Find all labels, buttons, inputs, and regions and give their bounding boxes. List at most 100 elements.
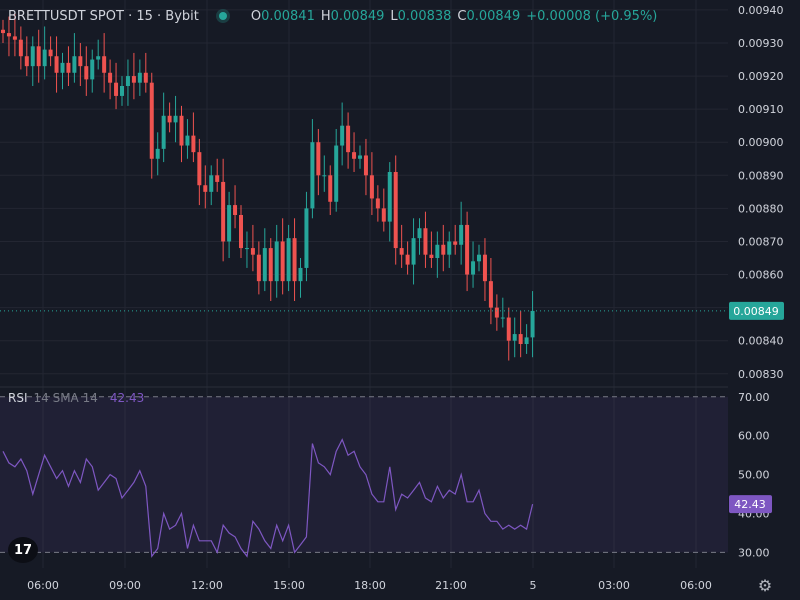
time-tick-label: 15:00: [273, 579, 305, 592]
candle-body: [268, 248, 273, 282]
high-label: H: [320, 8, 331, 24]
candle-body: [30, 46, 35, 67]
rsi-params: 14 SMA 14: [33, 391, 98, 405]
candle-body: [506, 317, 511, 341]
candle-body: [393, 172, 398, 249]
market-status-icon[interactable]: [218, 12, 227, 20]
candle-body: [346, 125, 351, 153]
time-tick-label: 5: [530, 579, 537, 592]
candle-body: [524, 337, 529, 344]
price-tick-label: 0.00920: [738, 70, 784, 83]
candle-body: [90, 59, 95, 80]
last-price-badge: [729, 301, 784, 320]
candle-body: [530, 310, 535, 338]
price-tick-label: 0.00870: [738, 235, 784, 248]
candle-body: [72, 56, 77, 73]
candle-body: [6, 33, 11, 37]
time-tick-label: 06:00: [27, 579, 59, 592]
symbol-title[interactable]: BRETTUSDT SPOT · 15 · Bybit: [8, 8, 199, 24]
candle-body: [441, 244, 446, 255]
rsi-title[interactable]: RSI: [8, 391, 28, 405]
candle-body: [167, 115, 172, 123]
candle-body: [471, 261, 476, 275]
candle-body: [227, 205, 232, 242]
candle-body: [24, 56, 29, 67]
candles[interactable]: [0, 13, 728, 361]
candle-body: [423, 228, 428, 255]
candle-body: [125, 76, 130, 86]
candle-body: [328, 175, 333, 202]
candle-body: [417, 228, 422, 239]
candle-body: [84, 66, 89, 80]
candle-body: [1, 29, 5, 34]
rsi-legend: RSI 14 SMA 14 42.43: [8, 391, 144, 405]
candle-body: [161, 115, 166, 149]
high-value: 0.00849: [330, 8, 385, 24]
candle-body: [108, 72, 113, 83]
candle-body: [316, 142, 321, 176]
candle-body: [334, 145, 339, 202]
candle-body: [435, 244, 440, 258]
time-tick-label: 12:00: [191, 579, 223, 592]
time-tick-label: 21:00: [435, 579, 467, 592]
candle-body: [453, 241, 458, 245]
candle-body: [66, 62, 71, 73]
grid: [0, 0, 728, 568]
candle-body: [244, 248, 249, 250]
close-value: 0.00849: [466, 8, 521, 24]
candle-body: [340, 125, 345, 146]
rsi-tick-label: 50.00: [738, 469, 770, 482]
candle-body: [304, 208, 309, 268]
time-tick-label: 06:00: [680, 579, 712, 592]
candle-body: [48, 49, 53, 57]
candle-body: [465, 224, 470, 275]
candle-body: [78, 56, 83, 67]
candle-body: [143, 72, 148, 83]
candle-body: [477, 254, 481, 262]
candle-body: [42, 49, 47, 67]
candle-body: [173, 115, 178, 123]
candle-body: [459, 224, 464, 245]
candle-body: [447, 241, 452, 255]
candle-body: [185, 135, 190, 146]
candle-body: [363, 155, 368, 176]
time-tick-label: 18:00: [354, 579, 386, 592]
rsi-line: [2, 438, 534, 558]
low-value: 0.00838: [397, 8, 452, 24]
tradingview-logo-icon[interactable]: 17: [8, 537, 38, 563]
price-tick-label: 0.00840: [738, 335, 784, 348]
candle-body: [209, 175, 214, 192]
rsi-series: [2, 438, 534, 558]
legend-header: BRETTUSDT SPOT · 15 · Bybit O 0.00841 H 0.…: [8, 6, 657, 26]
candle-body: [114, 82, 119, 96]
candle-body: [322, 175, 327, 177]
rsi-legend-value: 42.43: [109, 391, 145, 405]
close-label: C: [457, 8, 467, 24]
candle-body: [54, 56, 59, 73]
candle-body: [358, 155, 362, 159]
candle-body: [352, 152, 357, 159]
time-axis[interactable]: 06:00 09:00 12:00 15:00 18:00 21:00 5 03:00 06:0…: [27, 579, 712, 592]
candle-body: [155, 148, 160, 159]
rsi-value-badge-label: 42.43: [734, 498, 766, 511]
candle-body: [375, 198, 380, 209]
candle-body: [239, 215, 243, 249]
candle-body: [96, 56, 101, 60]
rsi-band: [0, 396, 728, 553]
rsi-tick-label: 60.00: [738, 430, 770, 443]
value-badges: 0.00849 42.43: [729, 301, 784, 514]
candle-body: [250, 248, 255, 255]
price-tick-label: 0.00880: [738, 202, 784, 215]
candle-body: [149, 82, 154, 159]
price-tick-label: 0.00910: [738, 103, 784, 116]
candle-body: [399, 248, 404, 255]
candle-body: [494, 307, 499, 318]
candle-body: [12, 36, 17, 40]
gear-icon[interactable]: ⚙: [757, 576, 773, 595]
last-price-badge-label: 0.00849: [733, 305, 779, 318]
price-tick-label: 0.00940: [738, 4, 784, 17]
candle-body: [292, 238, 297, 282]
rsi-value-badge: [729, 495, 772, 514]
candle-body: [274, 241, 279, 282]
